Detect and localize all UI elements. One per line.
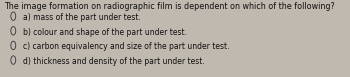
Text: c) carbon equivalency and size of the part under test.: c) carbon equivalency and size of the pa…	[23, 42, 229, 51]
Text: The image formation on radiographic film is dependent on which of the following?: The image formation on radiographic film…	[4, 2, 335, 11]
Text: b) colour and shape of the part under test.: b) colour and shape of the part under te…	[23, 28, 187, 37]
Text: d) thickness and density of the part under test.: d) thickness and density of the part und…	[23, 57, 204, 66]
Text: a) mass of the part under test.: a) mass of the part under test.	[23, 13, 141, 22]
